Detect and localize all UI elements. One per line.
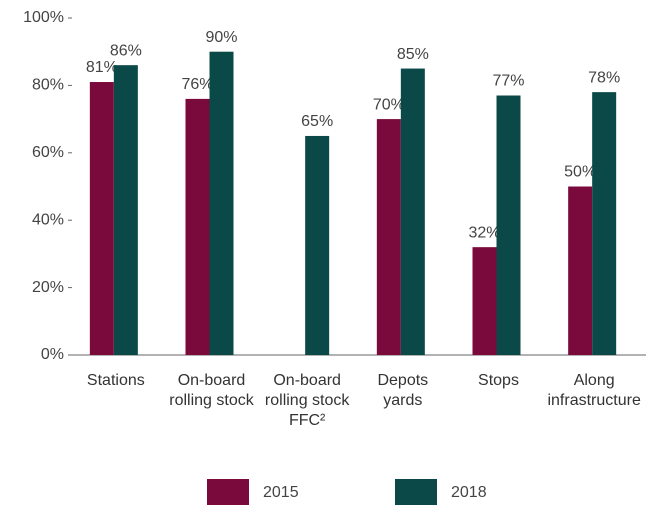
legend-label: 2015: [263, 484, 299, 501]
value-label: 76%: [181, 76, 213, 93]
bar: [376, 119, 401, 355]
x-tick-label: Depots yards: [377, 372, 429, 409]
bar: [592, 92, 617, 355]
legend-swatch: [395, 479, 437, 505]
value-label: 86%: [110, 42, 142, 59]
bar: [305, 135, 330, 355]
value-label: 90%: [205, 29, 237, 46]
x-tick-label: Stops: [478, 372, 519, 389]
bar: [400, 68, 425, 356]
value-label: 78%: [588, 69, 620, 86]
x-tick-label: Along infrastructure: [547, 372, 641, 409]
y-tick-label: 60%: [32, 144, 64, 161]
bar: [113, 65, 138, 356]
y-tick-label: 40%: [32, 211, 64, 228]
y-tick-label: 20%: [32, 279, 64, 296]
x-tick-label: On-board rolling stock FFC²: [264, 372, 350, 429]
value-label: 32%: [468, 224, 500, 241]
value-label: 85%: [397, 46, 429, 63]
bar: [496, 95, 521, 355]
value-label: 70%: [373, 96, 405, 113]
x-tick-label: Stations: [86, 372, 145, 389]
bar: [185, 98, 210, 355]
legend-swatch: [207, 479, 249, 505]
bar: [89, 82, 114, 355]
bar: [209, 51, 234, 355]
bar: [568, 186, 593, 355]
y-tick-label: 100%: [23, 9, 64, 26]
bar: [472, 247, 497, 355]
y-tick-label: 0%: [41, 346, 64, 363]
x-tick-label: On-board rolling stock: [169, 372, 254, 409]
value-label: 77%: [492, 73, 524, 90]
value-label: 50%: [564, 164, 596, 181]
y-tick-label: 80%: [32, 77, 64, 94]
value-label: 65%: [301, 113, 333, 130]
legend-label: 2018: [451, 484, 487, 501]
value-label: 81%: [86, 59, 118, 76]
